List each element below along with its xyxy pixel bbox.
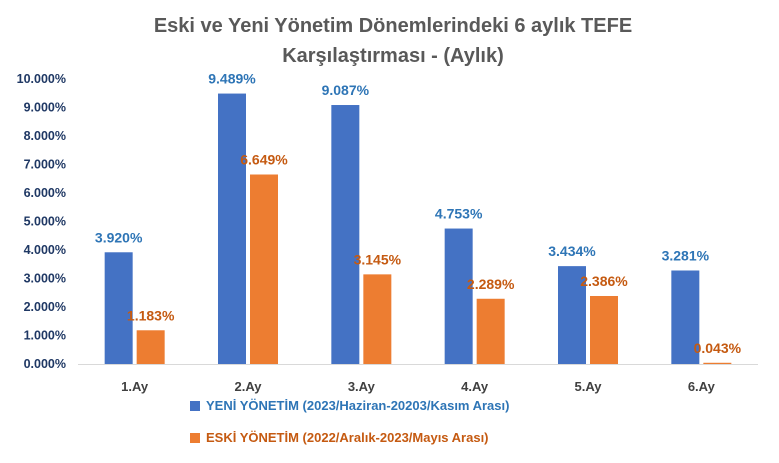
legend: YENİ YÖNETİM (2023/Haziran-20203/Kasım A…	[190, 398, 509, 445]
data-label-old-admin-1: 1.183%	[127, 307, 175, 323]
x-tick-label: 6.Ay	[688, 379, 716, 394]
y-tick-label: 6.000%	[24, 186, 66, 200]
chart-title-line-1: Eski ve Yeni Yönetim Dönemlerindeki 6 ay…	[154, 15, 632, 37]
data-label-new-admin-6: 3.281%	[662, 247, 710, 263]
data-label-new-admin-3: 9.087%	[322, 82, 370, 98]
data-label-old-admin-5: 2.386%	[580, 273, 628, 289]
bar-new-admin-2	[218, 93, 246, 364]
bar-new-admin-5	[558, 266, 586, 364]
y-tick-label: 8.000%	[24, 129, 66, 143]
y-tick-label: 0.000%	[24, 357, 66, 371]
data-label-old-admin-2: 6.649%	[240, 152, 288, 168]
bar-new-admin-1	[104, 252, 133, 364]
legend-swatch-old-admin	[190, 433, 200, 443]
bar-new-admin-4	[444, 228, 473, 364]
bars-group: 3.920% 1.183% 9.489% 6.649% 9.087% 3.145% 4.75…	[95, 71, 742, 364]
bar-old-admin-1	[136, 330, 165, 364]
bar-old-admin-6	[703, 362, 732, 364]
y-tick-label: 1.000%	[24, 329, 66, 343]
y-tick-label: 3.000%	[24, 272, 66, 286]
y-tick-label: 5.000%	[24, 215, 66, 229]
bar-new-admin-6	[671, 270, 700, 364]
data-label-old-admin-6: 0.043%	[694, 340, 742, 356]
legend-swatch-new-admin	[190, 401, 200, 411]
y-tick-label: 9.000%	[24, 101, 66, 115]
y-tick-label: 7.000%	[24, 158, 66, 172]
x-tick-label: 1.Ay	[121, 379, 149, 394]
data-label-new-admin-4: 4.753%	[435, 206, 483, 222]
chart-title-line-2: Karşılaştırması - (Aylık)	[282, 45, 504, 67]
data-label-new-admin-5: 3.434%	[548, 243, 596, 259]
bar-old-admin-5	[590, 295, 618, 364]
bar-old-admin-2	[250, 174, 278, 364]
data-label-new-admin-2: 9.489%	[208, 71, 256, 87]
x-tick-label: 2.Ay	[235, 379, 263, 394]
x-axis: 1.Ay 2.Ay 3.Ay 4.Ay 5.Ay 6.Ay	[78, 364, 758, 394]
x-tick-label: 3.Ay	[348, 379, 376, 394]
y-tick-label: 10.000%	[17, 72, 66, 86]
x-tick-label: 5.Ay	[575, 379, 603, 394]
data-label-new-admin-1: 3.920%	[95, 229, 143, 245]
bar-old-admin-3	[363, 274, 392, 364]
y-axis: 0.000% 1.000% 2.000% 3.000% 4.000% 5.000% 6.00…	[17, 72, 66, 371]
data-label-old-admin-3: 3.145%	[354, 251, 402, 267]
y-tick-label: 2.000%	[24, 300, 66, 314]
x-tick-label: 4.Ay	[461, 379, 489, 394]
y-tick-label: 4.000%	[24, 243, 66, 257]
bar-new-admin-3	[331, 105, 360, 364]
data-label-old-admin-4: 2.289%	[467, 276, 515, 292]
legend-label-old-admin: ESKİ YÖNETİM (2022/Aralık-2023/Mayıs Ara…	[206, 430, 489, 445]
legend-label-new-admin: YENİ YÖNETİM (2023/Haziran-20203/Kasım A…	[206, 398, 509, 413]
bar-old-admin-4	[476, 298, 505, 364]
